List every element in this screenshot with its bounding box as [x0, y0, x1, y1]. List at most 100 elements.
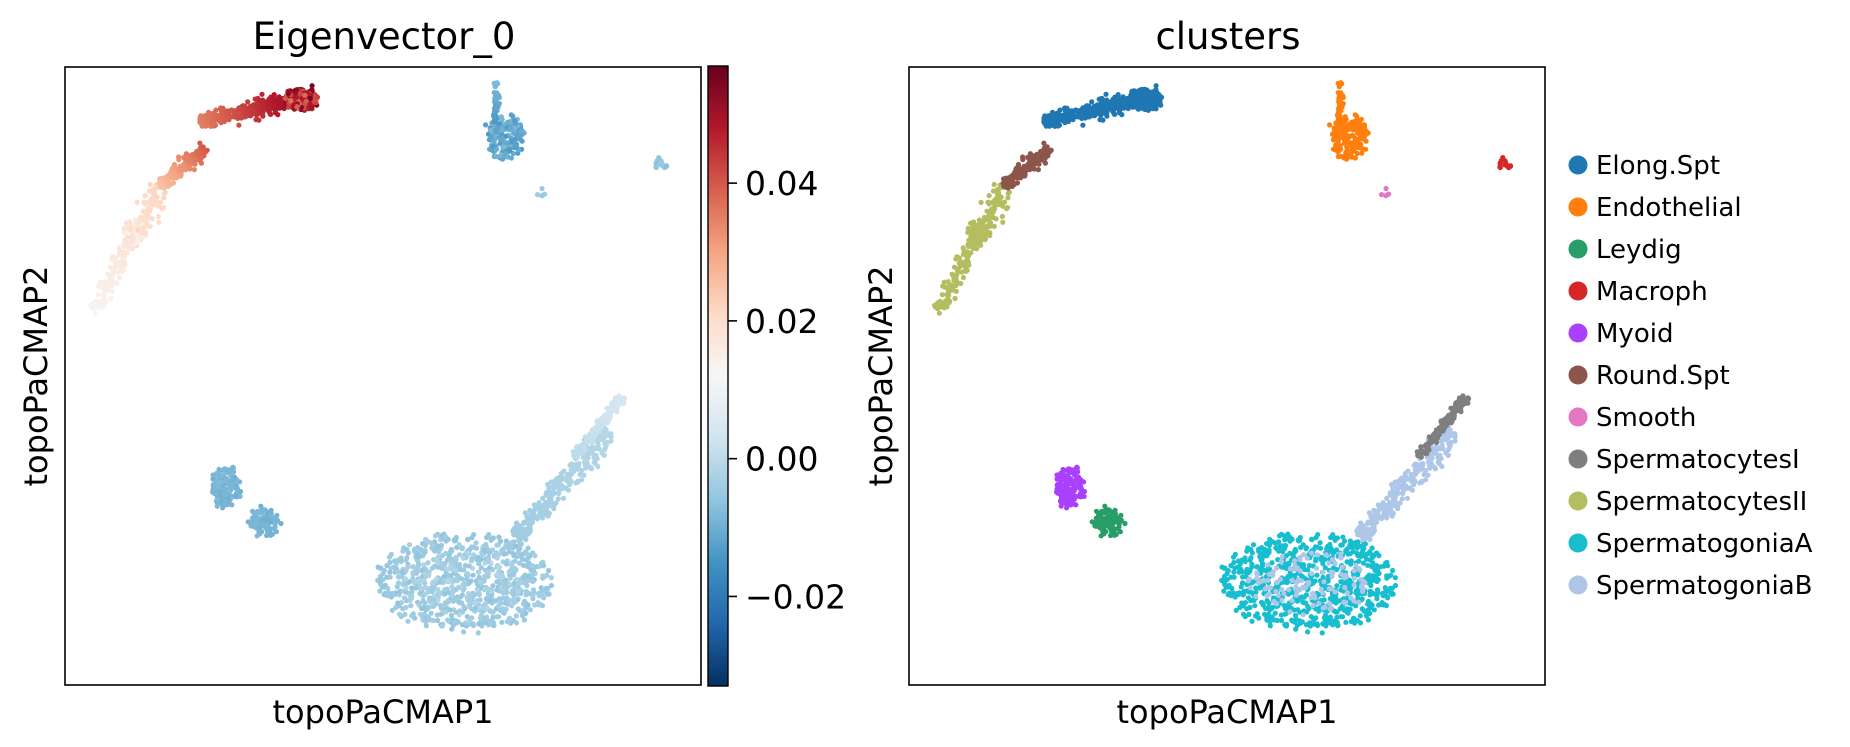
scatter-point	[1357, 613, 1363, 619]
scatter-point	[212, 487, 218, 493]
scatter-point	[438, 561, 444, 567]
scatter-point	[497, 140, 503, 146]
scatter-point	[121, 259, 128, 265]
scatter-point	[1279, 587, 1285, 593]
scatter-point	[1390, 485, 1396, 491]
scatter-point	[936, 310, 943, 316]
scatter-point	[1286, 587, 1292, 593]
scatter-point	[513, 145, 519, 151]
scatter-point	[1267, 607, 1273, 613]
scatter-point	[441, 578, 447, 585]
scatter-point	[191, 157, 197, 163]
scatter-point	[1338, 551, 1344, 557]
scatter-point	[1072, 467, 1078, 473]
scatter-point	[1293, 566, 1299, 572]
scatter-point	[409, 589, 415, 595]
scatter-point	[539, 185, 545, 192]
scatter-point	[380, 570, 386, 577]
scatter-point	[1455, 401, 1462, 407]
scatter-point	[412, 615, 418, 621]
scatter-point	[309, 105, 315, 111]
scatter-point	[465, 571, 471, 577]
scatter-point	[490, 583, 496, 589]
scatter-point	[577, 471, 583, 478]
scatter-point	[194, 149, 200, 155]
scatter-point	[221, 491, 227, 497]
scatter-point	[1058, 483, 1064, 489]
scatter-point	[1421, 471, 1427, 478]
scatter-point	[434, 617, 441, 624]
scatter-point	[1278, 559, 1285, 565]
scatter-point	[965, 225, 971, 231]
scatter-point	[1284, 565, 1290, 572]
scatter-point	[1497, 164, 1503, 170]
scatter-point	[941, 305, 947, 311]
scatter-point	[1279, 597, 1285, 603]
scatter-point	[555, 483, 561, 489]
scatter-point	[1041, 140, 1047, 146]
scatter-point	[548, 582, 555, 589]
scatter-point	[1351, 148, 1357, 154]
scatter-point	[1339, 564, 1345, 570]
scatter-point	[558, 473, 565, 480]
scatter-point	[1298, 578, 1304, 584]
scatter-point	[161, 195, 167, 201]
scatter-point	[608, 438, 614, 444]
scatter-point	[1056, 487, 1062, 493]
scatter-point	[1366, 510, 1372, 516]
scatter-point	[539, 588, 545, 594]
scatter-point	[1313, 535, 1319, 541]
scatter-point	[999, 213, 1006, 220]
scatter-point	[1330, 556, 1336, 563]
scatter-point	[1292, 558, 1298, 564]
scatter-point	[1368, 582, 1374, 589]
scatter-point	[1254, 611, 1260, 617]
scatter-point	[520, 551, 526, 557]
scatter-point	[554, 476, 560, 482]
scatter-point	[427, 617, 433, 623]
scatter-point	[121, 225, 127, 231]
scatter-point	[1341, 599, 1347, 605]
scatter-point	[1325, 578, 1331, 584]
colorbar	[707, 65, 729, 687]
scatter-point	[515, 150, 521, 156]
scatter-point	[422, 584, 428, 591]
scatter-point	[1327, 541, 1333, 548]
scatter-point	[1411, 482, 1417, 488]
scatter-point	[953, 288, 959, 294]
scatter-point	[1266, 600, 1272, 606]
scatter-point	[445, 536, 451, 542]
scatter-point	[1058, 497, 1064, 503]
scatter-point	[421, 577, 427, 583]
scatter-point	[1447, 444, 1453, 450]
scatter-point	[1435, 430, 1441, 436]
scatter-point	[1304, 555, 1310, 561]
scatter-point	[147, 181, 153, 188]
scatter-point	[1349, 140, 1355, 146]
scatter-point	[1249, 550, 1255, 556]
scatter-point	[1028, 155, 1034, 161]
scatter-point	[208, 123, 214, 129]
scatter-point	[582, 459, 588, 465]
scatter-point	[536, 593, 542, 599]
scatter-point	[214, 483, 220, 489]
scatter-point	[409, 585, 415, 591]
scatter-point	[1314, 621, 1320, 627]
scatter-point	[1430, 450, 1436, 456]
scatter-point	[461, 629, 467, 635]
scatter-point	[1360, 560, 1367, 566]
scatter-point	[456, 552, 463, 558]
scatter-point	[1348, 619, 1354, 625]
scatter-point	[1067, 477, 1073, 483]
scatter-point	[988, 200, 994, 206]
scatter-point	[486, 532, 492, 538]
scatter-point	[1259, 563, 1265, 569]
scatter-point	[448, 572, 454, 578]
scatter-point	[294, 87, 300, 93]
scatter-point	[452, 596, 458, 602]
scatter-point	[512, 566, 518, 572]
scatter-point	[1283, 553, 1289, 559]
scatter-point	[375, 564, 381, 570]
scatter-point	[597, 432, 603, 439]
scatter-point	[303, 98, 309, 104]
